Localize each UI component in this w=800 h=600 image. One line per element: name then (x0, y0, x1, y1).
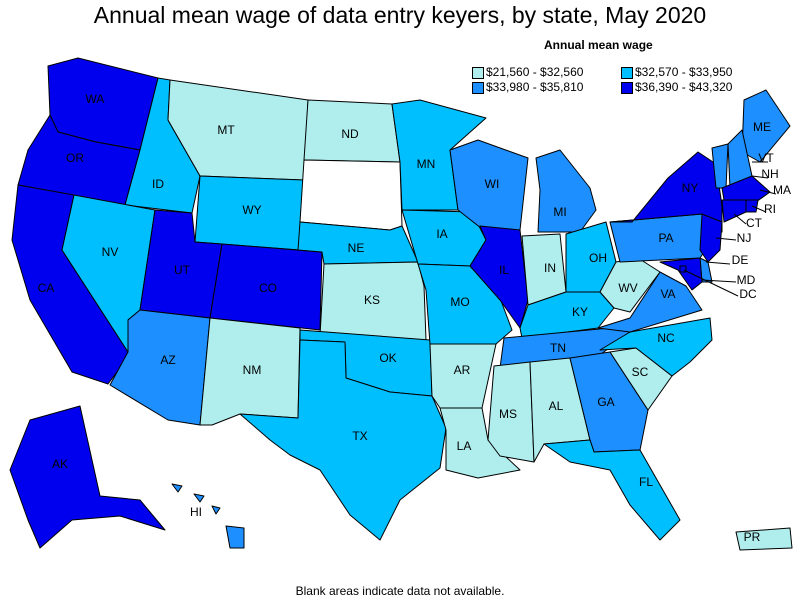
footnote: Blank areas indicate data not available. (295, 584, 505, 598)
state-label-OH: OH (589, 251, 607, 265)
state-NY[interactable] (609, 151, 723, 233)
legend-label-tier-2: $32,570 - $33,950 (635, 65, 733, 79)
leader-line (751, 205, 767, 213)
state-label-HI: HI (190, 505, 202, 519)
legend-swatch-tier-2 (621, 67, 633, 79)
leader-line (701, 279, 737, 283)
state-label-TX: TX (352, 429, 367, 443)
leader-line (705, 261, 731, 265)
state-KS[interactable] (319, 261, 427, 341)
state-labels: WA OR CA ID NV MT WY UT AZ CO NM ND NE KS OK TX MN IA MO AR… (38, 92, 791, 544)
state-label-TN: TN (550, 341, 566, 355)
leader-line (759, 189, 777, 195)
state-label-KS: KS (364, 293, 380, 307)
state-FL[interactable] (543, 439, 681, 541)
state-NJ[interactable] (699, 213, 723, 263)
state-MI[interactable] (535, 149, 597, 233)
state-CT[interactable] (721, 199, 747, 223)
state-label-CT: CT (746, 216, 763, 230)
state-label-WA: WA (86, 92, 105, 106)
state-MD[interactable] (659, 257, 703, 291)
state-label-WY: WY (242, 203, 261, 217)
state-VA[interactable] (597, 271, 703, 333)
leader-line (715, 237, 737, 241)
state-label-DC: DC (739, 287, 757, 301)
leader-line (733, 213, 747, 225)
state-IL[interactable] (469, 225, 529, 329)
state-label-NM: NM (243, 363, 262, 377)
state-label-ID: ID (152, 177, 164, 191)
state-label-MD: MD (737, 273, 756, 287)
state-label-IN: IN (544, 261, 556, 275)
state-label-VT: VT (758, 151, 774, 165)
state-SD[interactable] (299, 159, 403, 231)
state-label-CA: CA (38, 281, 55, 295)
leader-line (683, 269, 739, 297)
state-label-NE: NE (348, 241, 365, 255)
state-label-IL: IL (499, 263, 509, 277)
state-WV[interactable] (599, 257, 661, 313)
state-label-PR: PR (744, 530, 761, 544)
state-HI[interactable] (171, 483, 245, 549)
state-label-KY: KY (572, 305, 588, 319)
state-label-AZ: AZ (160, 353, 175, 367)
state-label-NY: NY (682, 181, 699, 195)
state-label-NC: NC (657, 331, 675, 345)
legend-label-tier-1: $21,560 - $32,560 (486, 65, 584, 79)
legend-label-tier-3: $33,980 - $35,810 (486, 80, 584, 94)
state-label-MA: MA (773, 183, 791, 197)
state-label-DE: DE (732, 253, 749, 267)
state-AK[interactable] (9, 405, 166, 549)
state-label-VA: VA (660, 287, 675, 301)
state-label-MN: MN (417, 157, 436, 171)
state-label-NJ: NJ (737, 231, 752, 245)
state-label-ME: ME (753, 120, 771, 134)
legend-swatch-tier-1 (472, 67, 484, 79)
label-leader-lines (683, 161, 777, 297)
state-AZ[interactable] (109, 309, 211, 426)
state-label-AL: AL (549, 399, 564, 413)
state-label-LA: LA (457, 439, 472, 453)
state-NC[interactable] (599, 317, 713, 377)
state-TX[interactable] (239, 339, 447, 541)
leader-line (751, 175, 769, 179)
state-MS[interactable] (487, 361, 535, 463)
legend-title: Annual mean wage (544, 38, 653, 52)
state-label-IA: IA (436, 227, 447, 241)
state-label-RI: RI (764, 202, 776, 216)
state-label-MS: MS (499, 407, 517, 421)
state-label-CO: CO (259, 281, 277, 295)
state-DC[interactable] (679, 265, 687, 273)
legend-swatch-tier-4 (621, 82, 633, 94)
state-LA[interactable] (439, 407, 521, 479)
state-label-ND: ND (341, 127, 359, 141)
state-label-GA: GA (597, 395, 614, 409)
state-label-MT: MT (217, 123, 235, 137)
state-label-MO: MO (450, 295, 469, 309)
state-PR[interactable] (735, 527, 793, 551)
state-MA[interactable] (721, 175, 771, 203)
state-label-AK: AK (52, 457, 68, 471)
state-label-MI: MI (553, 205, 566, 219)
state-label-OK: OK (379, 351, 396, 365)
state-label-AR: AR (454, 363, 471, 377)
state-label-SC: SC (632, 365, 649, 379)
legend-swatch-tier-3 (472, 82, 484, 94)
state-label-UT: UT (174, 263, 191, 277)
state-label-NV: NV (102, 245, 119, 259)
state-label-FL: FL (639, 475, 653, 489)
state-label-NH: NH (761, 167, 778, 181)
state-label-WI: WI (485, 177, 500, 191)
state-label-OR: OR (66, 151, 84, 165)
map-title: Annual mean wage of data entry keyers, b… (93, 2, 707, 28)
state-label-WV: WV (618, 281, 637, 295)
state-label-PA: PA (658, 231, 673, 245)
legend-label-tier-4: $36,390 - $43,320 (635, 80, 733, 94)
